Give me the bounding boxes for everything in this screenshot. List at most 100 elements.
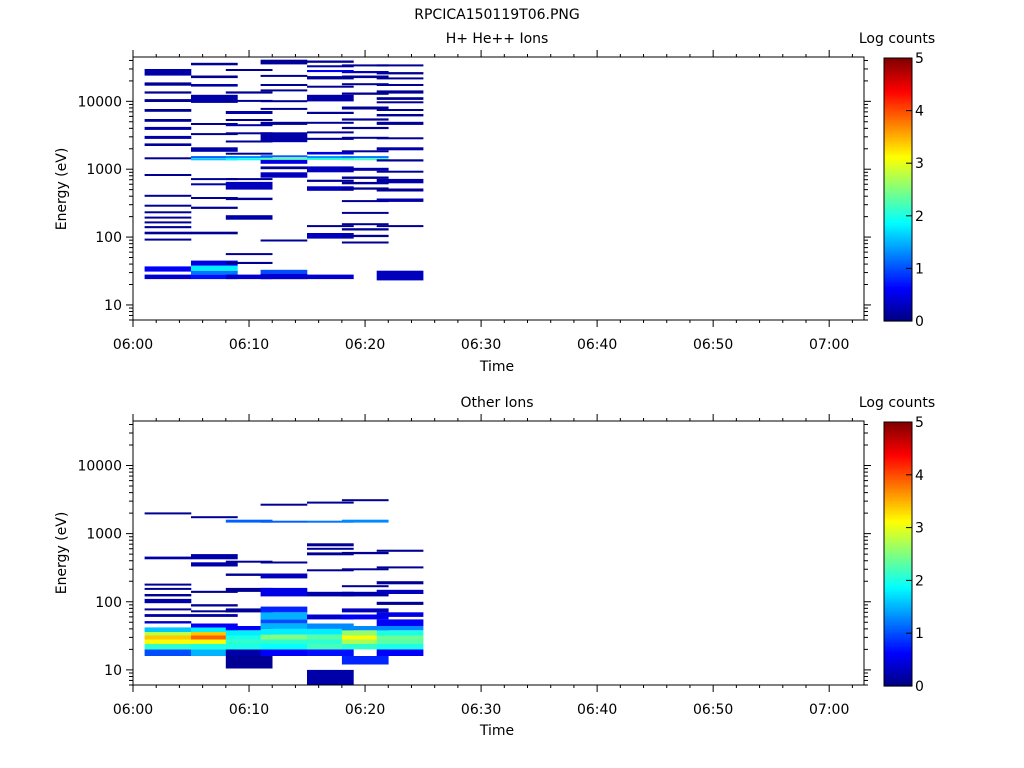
colorbar-segment (884, 68, 912, 72)
colorbar-segment (884, 448, 912, 452)
heatmap-cell (225, 644, 273, 650)
y-tick-label: 10 (104, 663, 122, 679)
colorbar-segment (884, 285, 912, 289)
heatmap-cell (341, 591, 389, 597)
colorbar-segment (884, 246, 912, 250)
colorbar-segment (884, 161, 912, 164)
heatmap-cell (191, 590, 238, 593)
heatmap-cell (191, 156, 238, 159)
colorbar: 0 1 2 3 4 5 (883, 51, 924, 330)
heatmap-cell (260, 172, 308, 178)
heatmap-cell (341, 551, 389, 555)
heatmap-cell (376, 581, 424, 585)
colorbar-segment (884, 609, 912, 612)
colorbar-segment (884, 296, 912, 300)
heatmap-cell (144, 204, 192, 207)
colorbar-segment (884, 290, 912, 294)
colorbar-segment (884, 274, 912, 278)
colorbar-segment (884, 635, 912, 639)
colorbar-segment (884, 450, 912, 454)
heatmap-cell (191, 649, 238, 656)
colorbar-segment (884, 677, 912, 680)
y-tick-label: 1000 (86, 527, 122, 543)
heatmap-cell (341, 499, 389, 502)
colorbar-segment (884, 310, 912, 313)
heatmap-cell (191, 644, 238, 650)
colorbar-segment (884, 180, 912, 184)
colorbar-segment (884, 108, 912, 112)
colorbar-segment (884, 226, 912, 230)
heatmap-cell (307, 591, 354, 597)
heatmap-cell (260, 74, 308, 77)
colorbar-segment (884, 231, 912, 234)
colorbar-segment (884, 123, 912, 127)
colorbar-tick-label: 2 (915, 209, 924, 225)
x-tick-label: 06:30 (461, 702, 501, 718)
heatmap-cell (225, 519, 273, 523)
heatmap-cell (341, 156, 389, 159)
heatmap-cell (260, 155, 308, 158)
colorbar-segment (884, 675, 912, 678)
colorbar-segment (884, 128, 912, 131)
colorbar-segment (884, 615, 912, 619)
heatmap-cell (307, 569, 354, 572)
y-axis-label: Energy (eV) (54, 148, 70, 231)
colorbar-segment (884, 200, 912, 204)
heatmap-cell (191, 274, 238, 280)
colorbar-segment (884, 125, 912, 129)
colorbar-segment (884, 496, 912, 500)
heatmap-cell (260, 644, 308, 650)
heatmap-cell (144, 119, 192, 122)
heatmap-cell (144, 644, 192, 650)
heatmap-cell (225, 156, 273, 159)
colorbar-segment (884, 602, 912, 606)
colorbar-segment (884, 642, 912, 645)
heatmap-cell (225, 111, 273, 114)
colorbar-segment (884, 158, 912, 162)
heatmap-cell (144, 221, 192, 224)
colorbar-segment (884, 272, 912, 276)
colorbar-segment (884, 424, 912, 427)
heatmap-cell (376, 90, 424, 94)
colorbar-segment (884, 472, 912, 476)
colorbar-segment (884, 430, 912, 434)
colorbar-segment (884, 512, 912, 515)
heatmap-cell (307, 65, 354, 68)
heatmap-cell (341, 228, 389, 231)
colorbar-segment (884, 211, 912, 215)
heatmap-cell (341, 71, 389, 74)
colorbar-segment (884, 261, 912, 265)
colorbar-segment (884, 141, 912, 145)
colorbar-segment (884, 560, 912, 564)
heatmap-cell (341, 176, 389, 179)
heatmap-cell (225, 626, 273, 631)
heatmap-cell (307, 76, 354, 80)
colorbar-segment (884, 459, 912, 463)
colorbar-segment (884, 433, 912, 436)
y-axis-label: Energy (eV) (54, 512, 70, 595)
heatmap-cell (307, 70, 354, 73)
heatmap-cell (307, 649, 354, 656)
colorbar-segment (884, 104, 912, 107)
colorbar-segment (884, 510, 912, 513)
heatmap-cell (191, 516, 238, 519)
heatmap-cell (376, 639, 424, 644)
x-tick-label: 07:00 (809, 702, 849, 718)
colorbar-segment (884, 606, 912, 610)
heatmap-cells (144, 59, 424, 281)
heatmap-cell (191, 158, 238, 161)
heatmap-cell (341, 92, 389, 95)
colorbar-segment (884, 514, 912, 518)
heatmap-cell (191, 614, 238, 617)
colorbar-segment (884, 174, 912, 177)
heatmap-cell (307, 543, 354, 547)
heatmap-cell (191, 133, 238, 136)
colorbar-segment (884, 681, 912, 685)
heatmap-cell (341, 626, 389, 631)
colorbar-segment (884, 185, 912, 188)
y-tick-label: 100 (95, 230, 122, 246)
heatmap-cell (376, 566, 424, 569)
colorbar-label: Log counts (859, 395, 935, 411)
colorbar-segment (884, 439, 912, 443)
heatmap-cell (307, 137, 354, 140)
